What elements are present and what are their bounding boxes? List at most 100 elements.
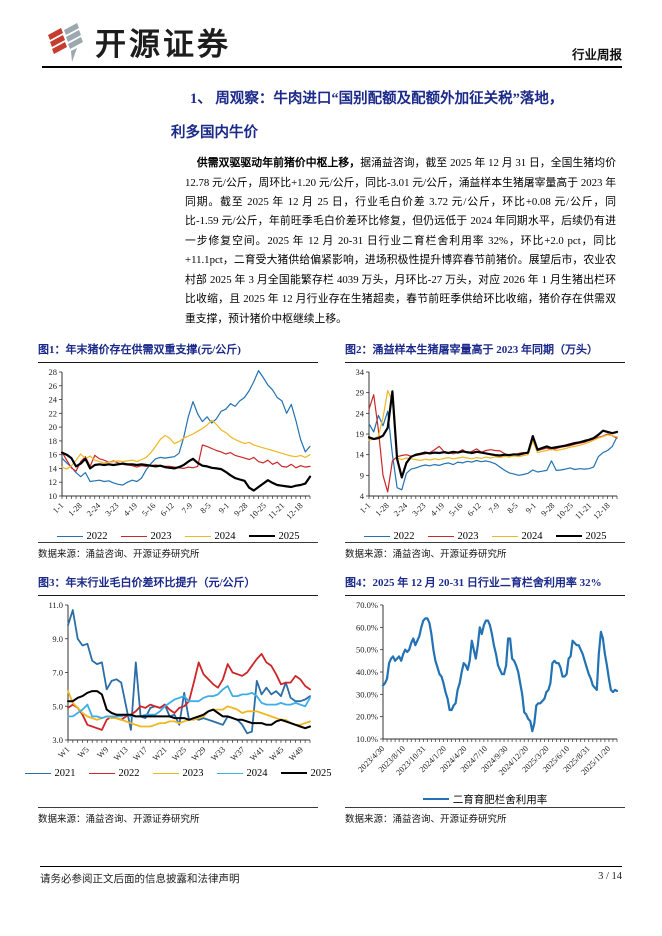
svg-text:W37: W37 [229, 745, 247, 763]
footer-disclaimer: 请务必参阅正文后面的信息披露和法律声明 [40, 874, 240, 885]
figure-2-source: 数据来源：涌益咨询、开源证券研究所 [345, 541, 625, 560]
brand-logo: 开源证券 [42, 18, 231, 64]
line-chart-plot: 10 12 14 16 18 20 22 24 26 28 1-1 1-28 2-24 3-23 4-19 5… [49, 367, 312, 521]
chart-axes: 10.0% 20.0% 30.0% 40.0% 50.0% 60.0% 70.0% [356, 600, 618, 744]
svg-text:4: 4 [360, 491, 365, 501]
figures-grid: 图1：年末猪价存在供需双重支撑(元/公斤) 10 12 14 16 18 20 22 24 26… [24, 343, 662, 825]
legend-swatch-2025 [248, 535, 275, 538]
series-line-2025 [60, 451, 312, 492]
svg-text:W29: W29 [190, 745, 208, 763]
svg-text:3-23: 3-23 [411, 501, 428, 518]
figure-3-legend: 2021 2022 2023 2024 2025 [24, 767, 332, 779]
svg-text:34: 34 [356, 367, 365, 377]
legend-swatch-2024 [491, 535, 518, 537]
legend-item-2023: 2023 [152, 767, 204, 779]
svg-text:19: 19 [356, 429, 365, 439]
line-chart-plot: 3.0 5.0 7.0 9.0 11.0 W1 W5 W9 W13 W17 W21 W25 W29 W33… [48, 600, 311, 763]
series-line-2023 [61, 444, 311, 472]
svg-text:60.0%: 60.0% [356, 622, 378, 632]
svg-text:5-16: 5-16 [140, 501, 157, 518]
figure-3-title: 图3：年末行业毛白价差环比提升（元/公斤） [38, 576, 318, 596]
svg-text:W5: W5 [76, 745, 91, 760]
figure-3: 图3：年末行业毛白价差环比提升（元/公斤） 3.0 5.0 7.0 9.0 11.0 W1… [24, 576, 332, 825]
legend-swatch-2025 [555, 535, 582, 538]
svg-text:4-19: 4-19 [122, 501, 139, 518]
section-title-line2: 利多国内牛价 [171, 125, 258, 142]
series-line-2022 [368, 410, 618, 491]
legend-item-2023: 2023 [427, 531, 479, 542]
svg-text:12-18: 12-18 [285, 501, 305, 521]
legend-item-2022: 2022 [363, 530, 415, 542]
legend-item-2025: 2025 [555, 530, 607, 542]
paragraph-body-text: 据涌益咨询，截至 2025 年 12 月 31 日，全国生猪均价 12.78 元… [185, 157, 616, 325]
legend-label: 2024 [214, 530, 236, 542]
page-footer: 请务必参阅正文后面的信息披露和法律声明 3 / 14 [40, 866, 622, 886]
svg-text:20: 20 [49, 422, 58, 432]
chart-axes: 3.0 5.0 7.0 9.0 11.0 [48, 600, 311, 745]
legend-item-2024: 2024 [184, 530, 236, 542]
svg-text:6-12: 6-12 [159, 501, 176, 518]
legend-swatch-2022 [88, 772, 115, 774]
svg-text:8-5: 8-5 [506, 501, 520, 515]
legend-label: 2025 [310, 767, 332, 779]
legend-label: 2023 [150, 530, 172, 542]
legend-label: 2023 [182, 767, 204, 779]
series-line-2025 [67, 689, 311, 729]
series-line-二育育肥栏舍利用率 [381, 617, 619, 733]
svg-text:W25: W25 [170, 745, 188, 763]
legend-item-二育育肥栏舍利用率: 二育育肥栏舍利用率 [422, 792, 547, 807]
legend-item-2022: 2022 [88, 768, 140, 779]
figure-2-legend: 2022 2023 2024 2025 [345, 531, 625, 542]
series-line-2023 [67, 689, 311, 728]
svg-text:W33: W33 [209, 745, 227, 763]
section-title: 1、 周观察：牛肉进口“国别配额及配额外加征关税”落地， 利多国内牛价 [171, 82, 616, 150]
svg-text:10: 10 [49, 491, 58, 501]
svg-text:4-19: 4-19 [429, 501, 446, 518]
legend-item-2025: 2025 [248, 530, 300, 542]
svg-text:7.0: 7.0 [52, 667, 63, 677]
svg-text:3-23: 3-23 [104, 501, 121, 518]
legend-item-2024: 2024 [491, 531, 543, 542]
svg-text:40.0%: 40.0% [356, 667, 378, 677]
svg-text:10.0%: 10.0% [356, 734, 378, 744]
svg-text:2-24: 2-24 [392, 500, 410, 518]
page-number: 3 / 14 [598, 871, 622, 882]
legend-item-2021: 2021 [24, 768, 76, 779]
figure-3-chart: 3.0 5.0 7.0 9.0 11.0 W1 W5 W9 W13 W17 W21 W25 W29 W33… [38, 599, 318, 772]
svg-text:11-21: 11-21 [573, 501, 593, 521]
legend-label: 2025 [585, 530, 607, 542]
svg-text:1-1: 1-1 [51, 501, 65, 515]
figure-1-title: 图1：年末猪价存在供需双重支撑(元/公斤) [38, 343, 318, 363]
legend-swatch-2025 [280, 772, 307, 775]
legend-label: 2022 [393, 530, 415, 542]
series-line-2024 [61, 419, 311, 470]
svg-text:9-28: 9-28 [232, 501, 249, 518]
svg-text:2-24: 2-24 [85, 500, 103, 518]
svg-text:5-16: 5-16 [447, 501, 464, 518]
legend-item-2022: 2022 [56, 530, 108, 542]
legend-label: 2022 [86, 530, 108, 542]
svg-text:10-25: 10-25 [555, 501, 575, 521]
legend-label: 2025 [278, 530, 300, 542]
legend-swatch-2021 [24, 772, 51, 774]
svg-text:12-18: 12-18 [592, 501, 612, 521]
legend-swatch-2023 [120, 535, 147, 537]
figure-1-source: 数据来源：涌益咨询、开源证券研究所 [38, 541, 318, 560]
line-chart-plot: 10.0% 20.0% 30.0% 40.0% 50.0% 60.0% 70.0% 2023/… [356, 600, 619, 777]
svg-text:20.0%: 20.0% [356, 711, 378, 721]
svg-text:29: 29 [356, 388, 365, 398]
chart-axes: 4 9 14 19 24 29 34 [356, 367, 618, 501]
svg-text:24: 24 [49, 394, 58, 404]
svg-text:11.0: 11.0 [48, 600, 63, 610]
svg-text:9.0: 9.0 [52, 634, 63, 644]
svg-text:10-25: 10-25 [248, 501, 268, 521]
summary-paragraph: 供需双驱驱动年前猪价中枢上移，据涌益咨询，截至 2025 年 12 月 31 日… [185, 154, 616, 329]
svg-text:7-9: 7-9 [180, 501, 194, 515]
series-line-2022 [61, 369, 311, 486]
svg-text:W49: W49 [287, 745, 305, 763]
svg-text:14: 14 [49, 463, 58, 473]
svg-text:8-5: 8-5 [199, 501, 213, 515]
wheat-sheaf-logo-icon [48, 23, 83, 62]
svg-text:18: 18 [49, 436, 58, 446]
